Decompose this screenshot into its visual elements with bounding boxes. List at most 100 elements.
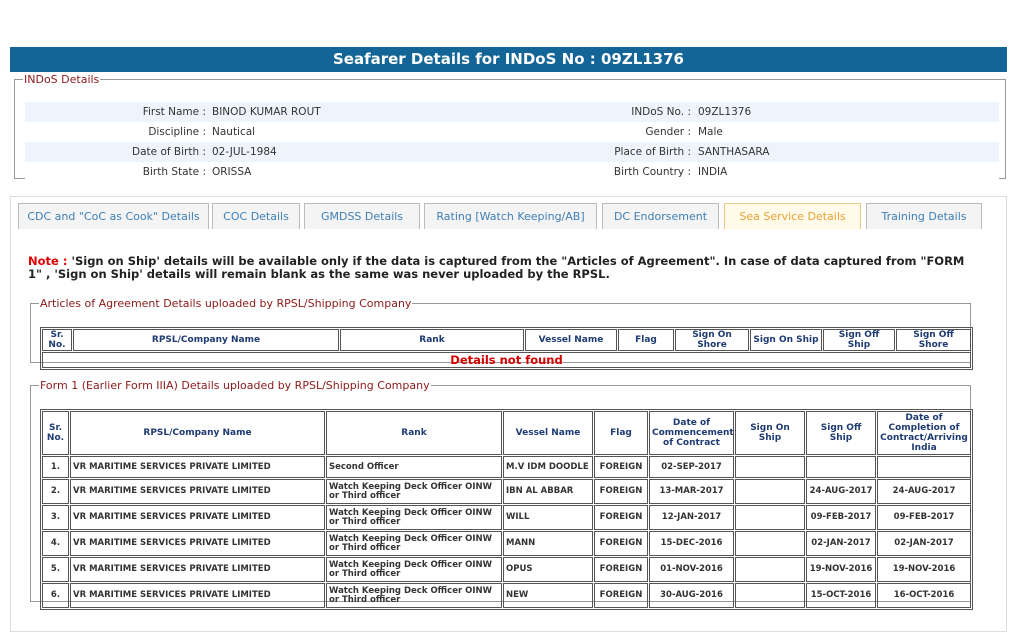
column-header: RPSL/Company Name (73, 329, 339, 351)
field-value: 02-JUL-1984 (212, 146, 277, 158)
field-label: Discipline : (148, 126, 206, 138)
table-cell: 15-OCT-2016 (806, 583, 876, 608)
column-header: Flag (594, 411, 648, 455)
field-value: Male (698, 126, 723, 138)
table-cell: 19-NOV-2016 (806, 557, 876, 582)
table-cell: 4. (42, 531, 69, 556)
column-header: Sign Off Ship (823, 329, 895, 351)
table-cell: 24-AUG-2017 (806, 479, 876, 504)
field-value: INDIA (698, 166, 728, 178)
table-cell: VR MARITIME SERVICES PRIVATE LIMITED (70, 583, 325, 608)
tab[interactable]: Training Details (866, 203, 982, 229)
table-cell: WILL (503, 505, 593, 530)
field-label: Birth Country : (613, 166, 691, 178)
table-cell: M.V IDM DOODLE (503, 456, 593, 478)
table-row: 3. VR MARITIME SERVICES PRIVATE LIMITED Wa… (42, 505, 971, 530)
table-cell: Watch Keeping Deck Officer OINW or Third… (326, 557, 502, 582)
tab[interactable]: Rating [Watch Keeping/AB] (424, 203, 597, 229)
table-cell: Second Officer (326, 456, 502, 478)
table-cell: VR MARITIME SERVICES PRIVATE LIMITED (70, 531, 325, 556)
note-prefix: Note : (28, 254, 68, 268)
table-cell (735, 505, 805, 530)
detail-row: Birth State : ORISSA Birth Country : INDIA (25, 162, 999, 182)
table-cell: OPUS (503, 557, 593, 582)
table-cell (735, 557, 805, 582)
column-header: Date of Completion of Contract/Arriving … (877, 411, 971, 455)
detail-row: Date of Birth : 02-JUL-1984 Place of Birth… (25, 142, 999, 162)
tab[interactable]: Sea Service Details (724, 203, 861, 229)
table-cell: NEW (503, 583, 593, 608)
table-cell: 13-MAR-2017 (649, 479, 734, 504)
field-label: Birth State : (142, 166, 206, 178)
empty-message: Details not found (42, 352, 971, 368)
table-cell: VR MARITIME SERVICES PRIVATE LIMITED (70, 456, 325, 478)
field-label: Date of Birth : (132, 146, 206, 158)
table-cell (735, 479, 805, 504)
section-legend: INDoS Details (24, 73, 100, 86)
tab[interactable]: CDC and "CoC as Cook" Details (18, 203, 209, 229)
articles-section: Articles of Agreement Details uploaded b… (30, 297, 973, 370)
note: Note : 'Sign on Ship' details will be av… (28, 255, 978, 281)
table-cell: 16-OCT-2016 (877, 583, 971, 608)
column-header: Vessel Name (503, 411, 593, 455)
empty-row: Details not found (42, 352, 971, 368)
table-cell: 09-FEB-2017 (877, 505, 971, 530)
table-cell (806, 456, 876, 478)
table-cell: FOREIGN (594, 583, 648, 608)
table-cell: 02-JAN-2017 (877, 531, 971, 556)
table-cell: Watch Keeping Deck Officer OINW or Third… (326, 479, 502, 504)
tab[interactable]: COC Details (212, 203, 300, 229)
column-header: Vessel Name (525, 329, 617, 351)
table-cell: 3. (42, 505, 69, 530)
field-label: INDoS No. : (631, 106, 691, 118)
table-cell: 02-JAN-2017 (806, 531, 876, 556)
tab[interactable]: GMDSS Details (304, 203, 420, 229)
field-label: Gender : (645, 126, 691, 138)
detail-row: First Name : BINOD KUMAR ROUT INDoS No. : 0… (25, 102, 999, 122)
table-cell: 01-NOV-2016 (649, 557, 734, 582)
table-cell (735, 531, 805, 556)
table-cell: FOREIGN (594, 531, 648, 556)
column-header: Sign Off Ship (806, 411, 876, 455)
data-table: Sr. No. RPSL/Company Name Rank Vessel Name F… (40, 327, 973, 370)
table-cell: Watch Keeping Deck Officer OINW or Third… (326, 531, 502, 556)
table-cell: 5. (42, 557, 69, 582)
table-cell: 1. (42, 456, 69, 478)
note-text: 'Sign on Ship' details will be available… (28, 254, 965, 281)
column-header: Rank (326, 411, 502, 455)
table-cell: VR MARITIME SERVICES PRIVATE LIMITED (70, 505, 325, 530)
table-row: 1. VR MARITIME SERVICES PRIVATE LIMITED Se… (42, 456, 971, 478)
table-cell: FOREIGN (594, 557, 648, 582)
column-header: RPSL/Company Name (70, 411, 325, 455)
column-header: Rank (340, 329, 524, 351)
table-cell: FOREIGN (594, 456, 648, 478)
column-header: Sign On Shore (675, 329, 749, 351)
table-row: 5. VR MARITIME SERVICES PRIVATE LIMITED Wa… (42, 557, 971, 582)
table-cell (735, 456, 805, 478)
indos-details: INDoS Details First Name : BINOD KUMAR ROU… (14, 73, 1006, 182)
table-cell: Watch Keeping Deck Officer OINW or Third… (326, 583, 502, 608)
page-title: Seafarer Details for INDoS No : 09ZL1376 (10, 47, 1007, 72)
table-cell: FOREIGN (594, 505, 648, 530)
section-legend: Form 1 (Earlier Form IIIA) Details uploa… (40, 379, 430, 392)
tab-panel (10, 196, 1007, 632)
table-cell: VR MARITIME SERVICES PRIVATE LIMITED (70, 557, 325, 582)
field-value: SANTHASARA (698, 146, 770, 158)
table-cell: Watch Keeping Deck Officer OINW or Third… (326, 505, 502, 530)
field-value: ORISSA (212, 166, 252, 178)
table-cell (735, 583, 805, 608)
column-header: Sign Off Shore (896, 329, 971, 351)
table-cell: IBN AL ABBAR (503, 479, 593, 504)
table-cell: 02-SEP-2017 (649, 456, 734, 478)
table-row: 6. VR MARITIME SERVICES PRIVATE LIMITED Wa… (42, 583, 971, 608)
section-legend: Articles of Agreement Details uploaded b… (40, 297, 412, 310)
field-label: First Name : (142, 106, 206, 118)
column-header: Sign On Ship (735, 411, 805, 455)
header-row: Sr. No. RPSL/Company Name Rank Vessel Name F… (42, 329, 971, 351)
field-value: 09ZL1376 (698, 106, 752, 118)
table-row: 2. VR MARITIME SERVICES PRIVATE LIMITED Wa… (42, 479, 971, 504)
table-cell: 12-JAN-2017 (649, 505, 734, 530)
table-cell: 15-DEC-2016 (649, 531, 734, 556)
tab[interactable]: DC Endorsement (602, 203, 719, 229)
table-cell: 6. (42, 583, 69, 608)
